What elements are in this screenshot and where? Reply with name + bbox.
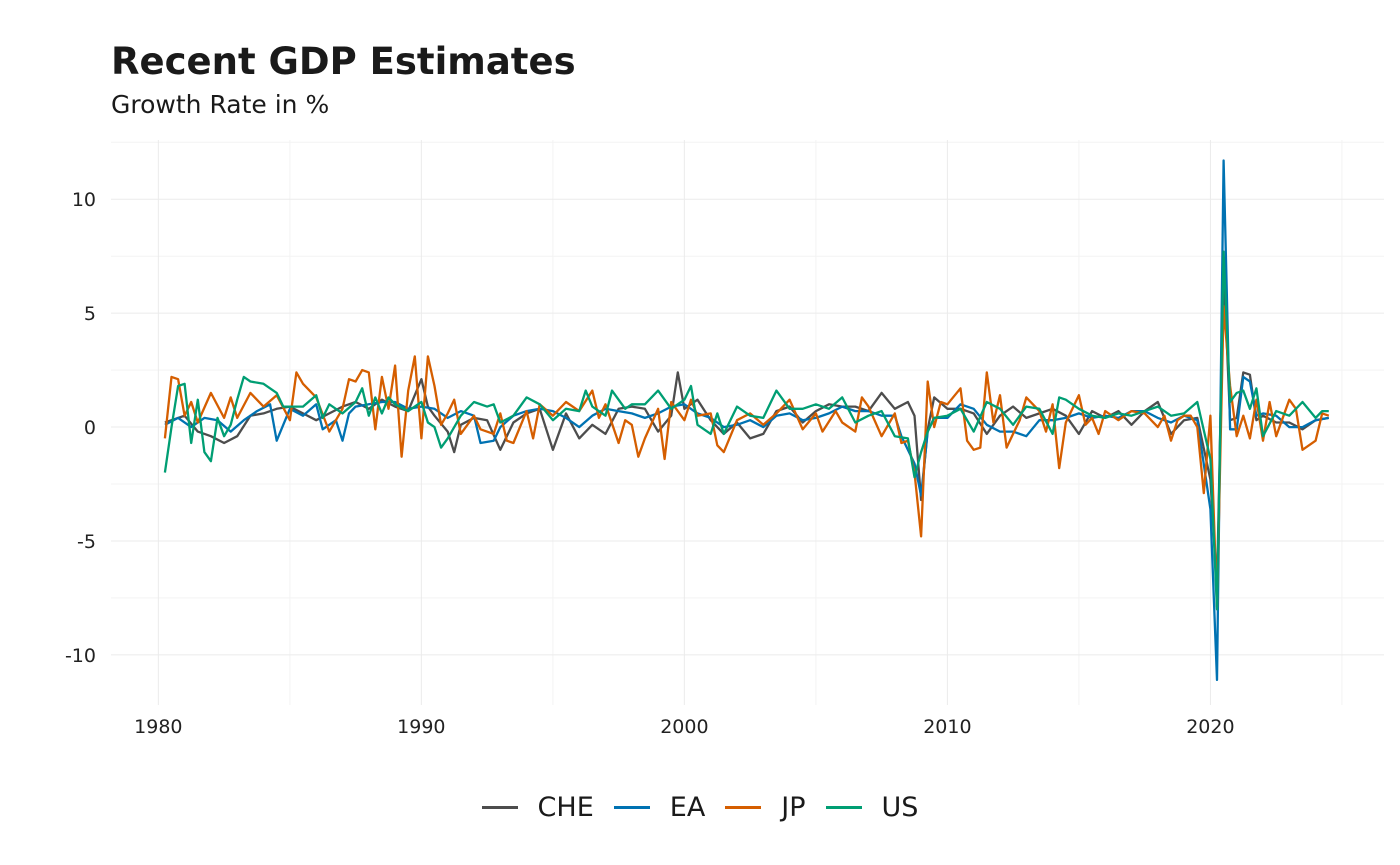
x-tick-label: 2010: [923, 716, 971, 738]
chart-title: Recent GDP Estimates: [111, 40, 576, 83]
legend-label: US: [881, 792, 919, 823]
series-line-us: [163, 250, 1329, 611]
y-tick-label: 5: [84, 303, 96, 325]
legend-swatch: [725, 806, 762, 809]
y-tick-label: -5: [77, 531, 96, 553]
legend-swatch: [825, 806, 862, 809]
legend-swatch: [481, 806, 518, 809]
legend-item-che: CHE: [481, 792, 594, 823]
legend-item-ea: EA: [613, 792, 706, 823]
y-tick-label: -10: [65, 645, 96, 667]
legend-label: JP: [781, 792, 806, 823]
legend-item-jp: JP: [725, 792, 806, 823]
y-tick-label: 10: [72, 189, 96, 211]
minor-gridlines: [111, 140, 1384, 705]
legend-item-us: US: [825, 792, 919, 823]
x-tick-label: 1980: [134, 716, 182, 738]
series-lines: [163, 159, 1330, 682]
y-tick-label: 0: [84, 417, 96, 439]
y-axis-ticks: 10 5 0 -5 -10: [65, 189, 96, 667]
legend-swatch: [613, 806, 650, 809]
series-line-ea: [164, 159, 1329, 682]
x-tick-label: 1990: [397, 716, 445, 738]
x-tick-label: 2000: [660, 716, 708, 738]
legend: CHE EA JP US: [0, 792, 1400, 823]
series-line-jp: [163, 305, 1330, 609]
major-gridlines: [111, 140, 1384, 705]
legend-label: CHE: [537, 792, 594, 823]
x-tick-label: 2020: [1186, 716, 1234, 738]
x-axis-ticks: 1980 1990 2000 2010 2020: [134, 716, 1234, 738]
chart-subtitle: Growth Rate in %: [111, 90, 330, 119]
legend-label: EA: [669, 792, 706, 823]
